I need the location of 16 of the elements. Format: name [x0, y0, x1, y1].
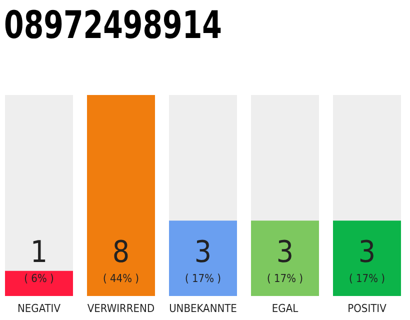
x-tick-label: POSITIV — [348, 302, 387, 315]
data-label: 3 — [194, 235, 212, 270]
chart-title: 08972498914 — [4, 3, 266, 47]
x-tick-label: VERWIRREND — [87, 302, 155, 315]
x-tick-label: NEGATIV — [18, 302, 61, 315]
annotation: ( 17% ) — [184, 272, 222, 285]
annotation: ( 17% ) — [348, 272, 386, 285]
data-label: 1 — [30, 235, 48, 270]
data-label: 3 — [276, 235, 294, 270]
data-label: 3 — [358, 235, 376, 270]
x-tick-label: UNBEKANNTE — [169, 302, 237, 315]
annotation: ( 17% ) — [266, 272, 304, 285]
annotation: ( 44% ) — [102, 272, 140, 285]
annotation: ( 6% ) — [24, 272, 54, 285]
data-label: 8 — [112, 235, 130, 270]
x-tick-label: EGAL — [272, 302, 299, 315]
